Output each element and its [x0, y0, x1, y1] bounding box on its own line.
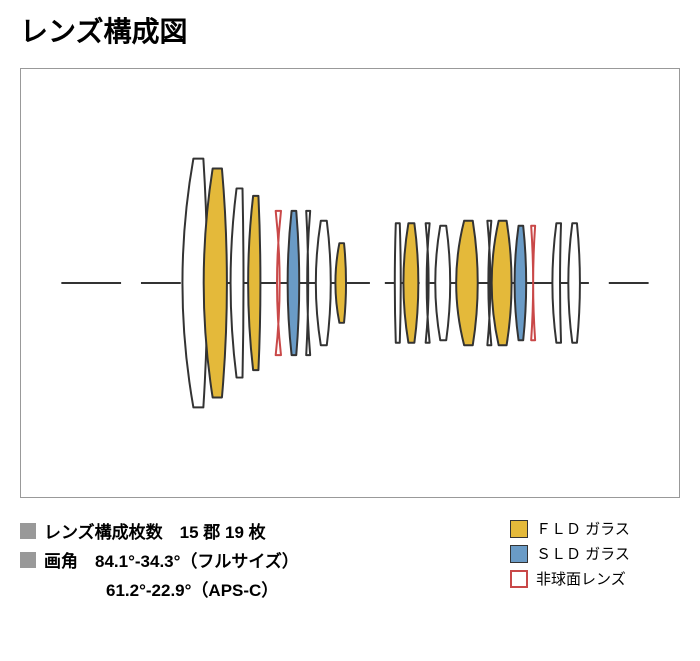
spec-element-count: レンズ構成枚数 15 郡 19 枚 [20, 518, 510, 543]
legend-fld-label: ＦＬＤ ガラス [536, 518, 630, 539]
specifications: レンズ構成枚数 15 郡 19 枚 画角 84.1°-34.3°（フルサイズ） … [20, 518, 680, 605]
spec-left-column: レンズ構成枚数 15 郡 19 枚 画角 84.1°-34.3°（フルサイズ） … [20, 518, 510, 605]
spec-line-3-text: 61.2°-22.9°（APS-C） [106, 576, 278, 601]
legend-swatch-aspherical [510, 570, 528, 588]
spec-line-2-text: 画角 84.1°-34.3°（フルサイズ） [44, 547, 299, 572]
legend-column: ＦＬＤ ガラス ＳＬＤ ガラス 非球面レンズ [510, 518, 680, 605]
lens-diagram-svg [21, 69, 679, 497]
spec-angle-of-view: 画角 84.1°-34.3°（フルサイズ） [20, 547, 510, 572]
legend-swatch-sld [510, 545, 528, 563]
lens-diagram-box [20, 68, 680, 498]
legend-fld: ＦＬＤ ガラス [510, 518, 680, 539]
bullet-icon [20, 552, 36, 568]
bullet-icon [20, 523, 36, 539]
diagram-title: レンズ構成図 [20, 10, 680, 50]
legend-sld: ＳＬＤ ガラス [510, 543, 680, 564]
legend-swatch-fld [510, 520, 528, 538]
spec-angle-apsc: 61.2°-22.9°（APS-C） [20, 576, 510, 601]
legend-aspherical-label: 非球面レンズ [536, 568, 626, 589]
page-container: レンズ構成図 レンズ構成枚数 15 郡 19 枚 画角 84.1°-34.3°（… [0, 0, 700, 615]
legend-sld-label: ＳＬＤ ガラス [536, 543, 630, 564]
legend-aspherical: 非球面レンズ [510, 568, 680, 589]
spec-line-1-text: レンズ構成枚数 15 郡 19 枚 [44, 518, 266, 543]
